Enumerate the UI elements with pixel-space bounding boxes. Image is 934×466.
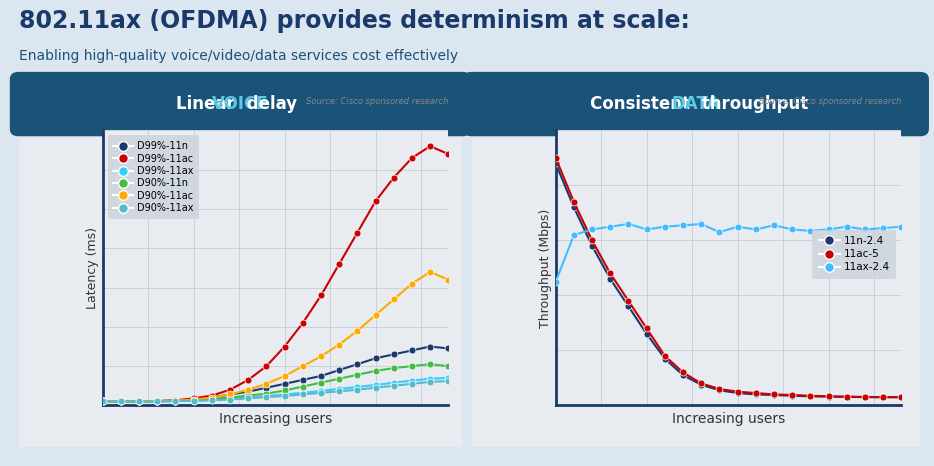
FancyBboxPatch shape: [462, 72, 929, 136]
Y-axis label: Latency (ms): Latency (ms): [86, 227, 99, 309]
Text: Source: Cisco sponsored research: Source: Cisco sponsored research: [759, 97, 901, 107]
Text: delay: delay: [241, 95, 297, 113]
FancyBboxPatch shape: [9, 72, 471, 136]
Text: Enabling high-quality voice/video/data services cost effectively: Enabling high-quality voice/video/data s…: [19, 49, 458, 63]
Legend: D99%-11n, D99%-11ac, D99%-11ax, D90%-11n, D90%-11ac, D90%-11ax: D99%-11n, D99%-11ac, D99%-11ax, D90%-11n…: [107, 135, 199, 219]
Text: Consistent: Consistent: [590, 95, 696, 113]
Text: DATA: DATA: [672, 95, 720, 113]
Text: Consistent DATA throughput: Consistent DATA throughput: [562, 95, 829, 113]
Text: Linear: Linear: [176, 95, 241, 113]
Text: 802.11ax (OFDMA) provides determinism at scale:: 802.11ax (OFDMA) provides determinism at…: [19, 9, 689, 34]
Text: VOICE: VOICE: [212, 95, 269, 113]
X-axis label: Increasing users: Increasing users: [219, 412, 333, 426]
X-axis label: Increasing users: Increasing users: [672, 412, 785, 426]
Text: Linear VOICE delay: Linear VOICE delay: [152, 95, 329, 113]
Text: Source: Cisco sponsored research: Source: Cisco sponsored research: [306, 97, 448, 107]
Y-axis label: Throughput (Mbps): Throughput (Mbps): [539, 208, 552, 328]
Legend: 11n-2.4, 11ac-5, 11ax-2.4: 11n-2.4, 11ac-5, 11ax-2.4: [813, 230, 896, 279]
Text: throughput: throughput: [696, 95, 808, 113]
